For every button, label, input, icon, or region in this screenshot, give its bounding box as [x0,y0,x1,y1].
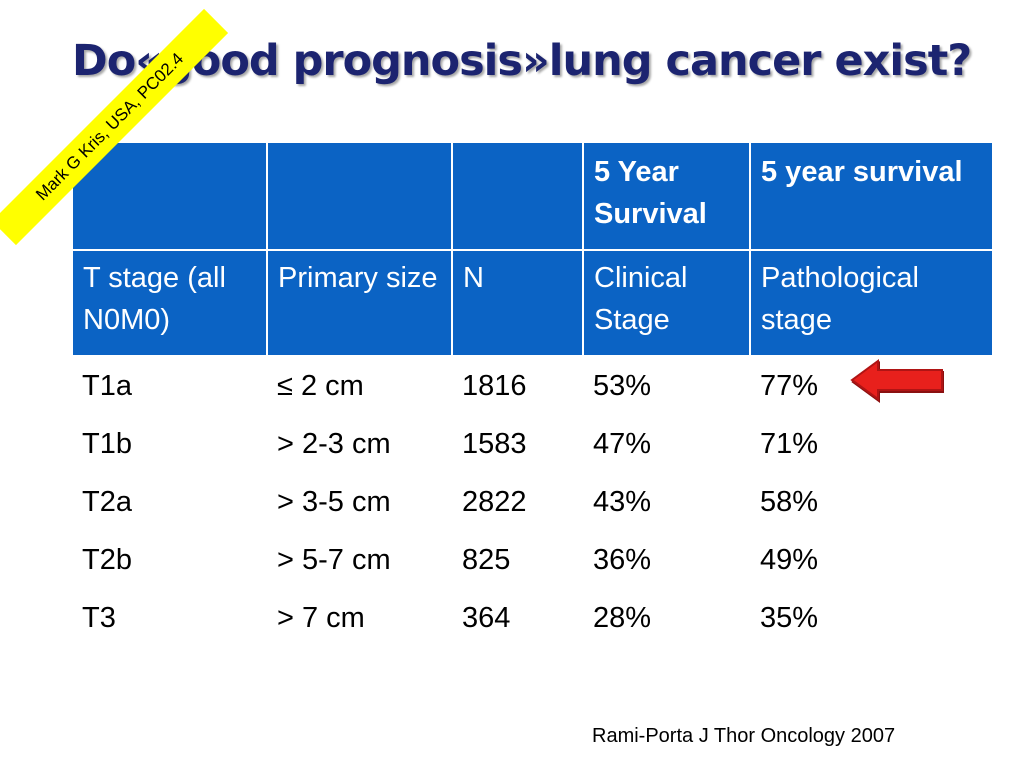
cell-n: 1816 [462,370,527,402]
arrow-fill [850,359,943,401]
cell-clinical-survival: 43% [593,486,652,518]
cell-clinical-survival: 28% [593,602,652,634]
cell-pathological-survival: 71% [760,428,819,460]
cell-primary-size: ≤ 2 cm [277,370,364,402]
header-cell [451,141,584,251]
left-arrow-icon [850,359,944,403]
cell-t-stage: T2a [82,486,132,518]
header-cell-5-year-survival: 5 year survival [749,141,994,251]
cell-t-stage: T3 [82,602,116,634]
header-cell-n: N [451,249,584,357]
cell-primary-size: > 7 cm [277,602,365,634]
cell-primary-size: > 2-3 cm [277,428,391,460]
cell-clinical-survival: 53% [593,370,652,402]
cell-pathological-survival: 49% [760,544,819,576]
header-cell-primary-size: Primary size [266,249,453,357]
cell-primary-size: > 5-7 cm [277,544,391,576]
slide-title: Do«good prognosis»lung cancer exist? [72,36,972,86]
table-row: T1b > 2-3 cm 1583 47% 71% [72,421,993,479]
header-cell [71,141,268,251]
cell-clinical-survival: 36% [593,544,652,576]
cell-t-stage: T1a [82,370,132,402]
cell-pathological-survival: 58% [760,486,819,518]
cell-n: 2822 [462,486,527,518]
cell-t-stage: T2b [82,544,132,576]
survival-table: 5 Year Survival 5 year survival T stage … [71,141,994,653]
cell-primary-size: > 3-5 cm [277,486,391,518]
table-row: T1a ≤ 2 cm 1816 53% 77% [72,356,993,421]
table-row: T2a > 3-5 cm 2822 43% 58% [72,479,993,537]
header-cell-5-year-survival: 5 Year Survival [582,141,751,251]
table-row: T3 > 7 cm 364 28% 35% [72,595,993,653]
header-row-1: 5 Year Survival 5 year survival [71,141,994,251]
cell-n: 364 [462,602,511,634]
cell-pathological-survival: 35% [760,602,819,634]
header-cell-clinical-stage: Clinical Stage [582,249,751,357]
citation: Rami-Porta J Thor Oncology 2007 [592,725,896,747]
cell-clinical-survival: 47% [593,428,652,460]
table-row: T2b > 5-7 cm 825 36% 49% [72,537,993,595]
header-cell [266,141,453,251]
header-row-2: T stage (all N0M0) Primary size N Clinic… [71,249,994,357]
cell-pathological-survival: 77% [760,370,819,402]
cell-n: 825 [462,544,511,576]
header-cell-t-stage: T stage (all N0M0) [71,249,268,357]
header-cell-pathological-stage: Pathological stage [749,249,994,357]
cell-n: 1583 [462,428,527,460]
cell-t-stage: T1b [82,428,132,460]
